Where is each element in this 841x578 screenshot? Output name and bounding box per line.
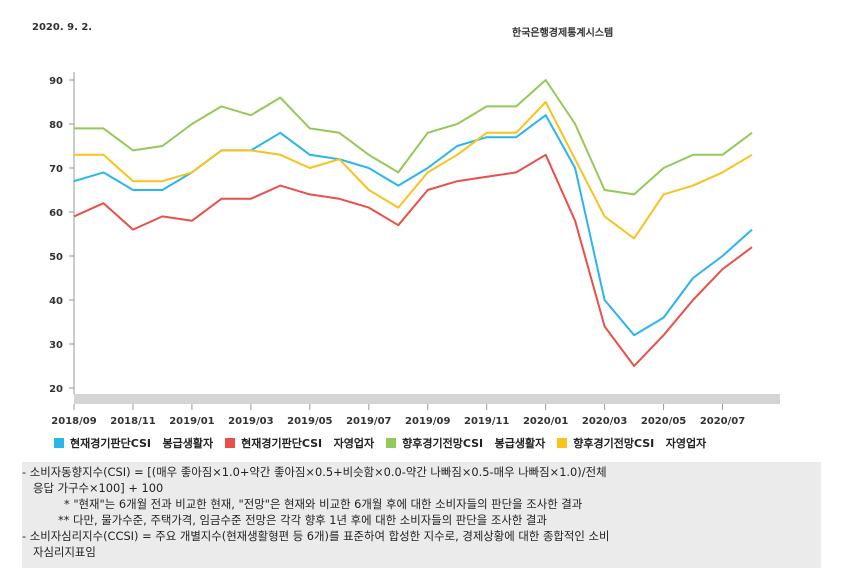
report-date: 2020. 9. 2. [32, 22, 93, 33]
x-tick-label: 2019/01 [169, 416, 214, 427]
series-line-3 [74, 79, 753, 196]
y-tick-label: 70 [49, 164, 63, 175]
legend-swatch-blue [54, 438, 64, 448]
legend-item: 향후경기전망CSI 자영업자 [557, 435, 706, 451]
y-tick-label: 80 [49, 120, 63, 131]
series-line-4 [74, 101, 753, 240]
legend: 현재경기판단CSI 봉급생활자 현재경기판단CSI 자영업자 향후경기전망CSI… [54, 434, 814, 452]
legend-label: 현재경기판단CSI [241, 437, 323, 450]
x-tick-label: 2019/09 [405, 416, 450, 427]
legend-sublabel: 자영업자 [665, 437, 707, 450]
note-price-outlook: ** 다만, 물가수준, 주택가격, 임금수준 전망은 각각 향후 1년 후에 … [58, 513, 547, 527]
legend-swatch-yellow [557, 438, 568, 448]
y-tick-label: 40 [49, 296, 63, 307]
legend-sublabel: 봉급생활자 [494, 437, 546, 450]
note-current-vs-outlook: * "현재"는 6개월 전과 비교한 현재, "전망"은 현재와 비교한 6개월… [64, 497, 583, 511]
x-tick-label: 2019/11 [464, 416, 509, 427]
legend-label: 현재경기판단CSI [70, 437, 152, 450]
range-band [74, 394, 780, 404]
y-tick-label: 90 [49, 76, 63, 87]
footnotes-panel: - 소비자동향지수(CSI) = [(매우 좋아짐×1.0+약간 좋아짐×0.5… [22, 462, 821, 568]
note-ccsi-definition-cont: 자심리지표임 [33, 545, 96, 559]
x-tick-label: 2019/03 [228, 416, 273, 427]
legend-item: 현재경기판단CSI 자영업자 [225, 435, 374, 451]
legend-label: 향후경기전망CSI [573, 437, 655, 450]
legend-swatch-red [225, 438, 236, 448]
y-tick-label: 60 [49, 208, 63, 219]
y-axis: 20 30 40 50 60 70 80 90 [49, 72, 75, 395]
x-tick-label: 2018/09 [51, 416, 96, 427]
data-source: 한국은행경제통계시스템 [512, 28, 614, 39]
legend-label: 향후경기전망CSI [402, 437, 484, 450]
series-layer [73, 79, 753, 367]
x-tick-label: 2020/05 [641, 416, 686, 427]
x-tick-label: 2018/11 [110, 416, 155, 427]
note-ccsi-definition: - 소비자심리지수(CCSI) = 주요 개별지수(현재생활형편 등 6개)를 … [22, 529, 610, 543]
series-line-1 [73, 114, 753, 337]
note-csi-definition-cont: 응답 가구수×100] + 100 [33, 481, 164, 495]
y-tick-label: 20 [49, 384, 63, 395]
x-tick-label: 2020/07 [700, 416, 745, 427]
x-axis: 2018/09 2018/11 2019/01 2019/03 2019/05 2019/… [51, 394, 780, 427]
legend-item: 향후경기전망CSI 봉급생활자 [386, 435, 545, 451]
legend-item: 현재경기판단CSI 봉급생활자 [54, 435, 213, 451]
x-tick-label: 2019/07 [346, 416, 391, 427]
series-line-2 [73, 153, 753, 367]
note-csi-definition: - 소비자동향지수(CSI) = [(매우 좋아짐×1.0+약간 좋아짐×0.5… [22, 465, 607, 479]
legend-swatch-green [386, 438, 397, 448]
y-tick-label: 50 [49, 252, 63, 263]
legend-sublabel: 자영업자 [333, 437, 375, 450]
legend-sublabel: 봉급생활자 [162, 437, 214, 450]
x-tick-label: 2020/01 [523, 416, 568, 427]
y-tick-label: 30 [49, 340, 63, 351]
x-tick-label: 2020/03 [582, 416, 627, 427]
x-tick-label: 2019/05 [287, 416, 332, 427]
